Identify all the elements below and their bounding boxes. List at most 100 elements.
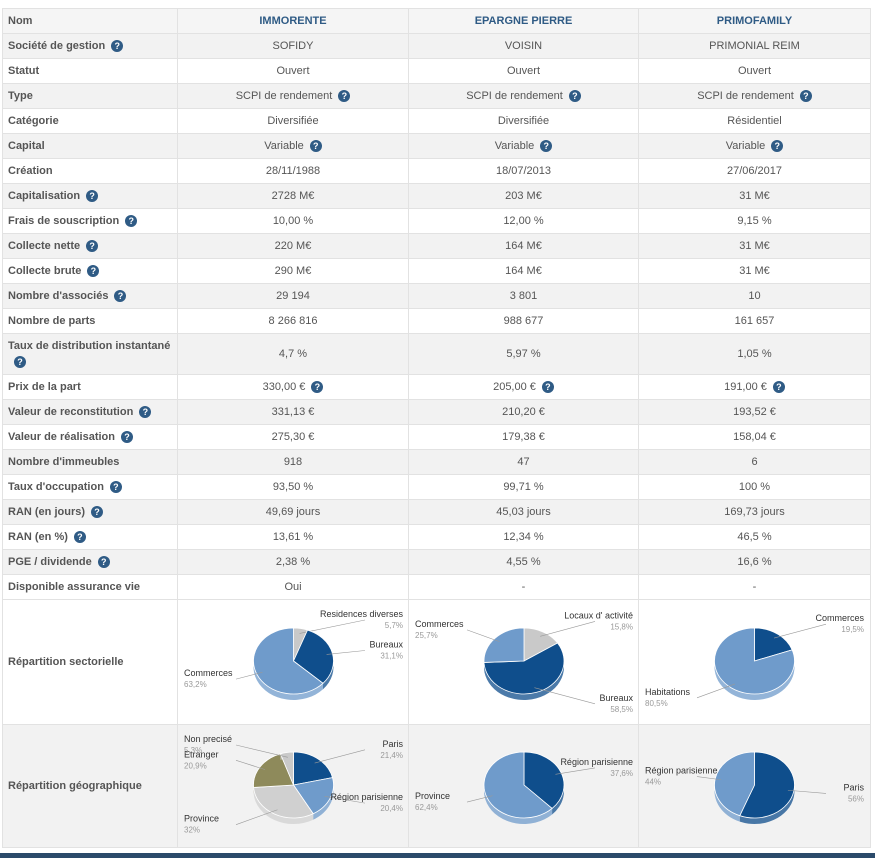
row-value: 275,30 €: [177, 424, 409, 450]
pie-leader-line: [466, 629, 500, 642]
sectorial-pie-cell: Commerces 19,5% Habitations 80,5%: [638, 599, 871, 725]
help-icon[interactable]: ?: [121, 431, 133, 444]
bottom-bar: [0, 853, 875, 858]
row-value: 4,7 %: [177, 333, 409, 375]
help-icon[interactable]: ?: [114, 290, 127, 303]
pie-slice[interactable]: [739, 751, 795, 819]
row-label: Répartition géographique: [2, 724, 178, 848]
pie-slice-label: Commerces: [815, 613, 864, 623]
help-icon[interactable]: ?: [73, 531, 86, 544]
help-icon[interactable]: ?: [309, 140, 322, 153]
pie-slice-value: 21,4%: [380, 751, 403, 760]
pie-slice[interactable]: [293, 751, 333, 786]
pie-slice[interactable]: [483, 627, 525, 663]
pie-slice[interactable]: [754, 627, 793, 662]
pie-slice-value: 15,8%: [610, 622, 633, 631]
table-row: Nombre d'associés? 29 194 3 801 10: [2, 283, 871, 309]
row-label-text: Frais de souscription: [8, 214, 120, 227]
pie-slice[interactable]: [253, 627, 324, 695]
row-label-text: Capital: [8, 140, 45, 152]
help-icon[interactable]: ?: [772, 381, 785, 394]
row-value: 918: [177, 449, 409, 475]
help-icon[interactable]: ?: [338, 90, 351, 103]
row-value: 169,73 jours: [638, 499, 871, 525]
row-value: 2728 M€: [177, 183, 409, 209]
row-value-text: 28/11/1988: [265, 165, 321, 177]
row-label: Taux de distribution instantané?: [2, 333, 178, 375]
pie-slice[interactable]: [292, 777, 334, 815]
pie-slice[interactable]: [293, 629, 334, 684]
help-icon[interactable]: ?: [91, 506, 103, 519]
pie-slice[interactable]: [483, 751, 553, 819]
help-icon[interactable]: ?: [541, 381, 554, 394]
pie-slice[interactable]: [279, 751, 294, 786]
help-icon[interactable]: ?: [97, 556, 110, 569]
pie-slice-value: 44%: [645, 778, 661, 787]
help-icon[interactable]: ?: [540, 140, 553, 153]
help-icon[interactable]: ?: [87, 265, 100, 278]
header-col-epargne-pierre[interactable]: EPARGNE PIERRE: [408, 8, 639, 34]
help-icon[interactable]: ?: [86, 240, 99, 253]
row-value: 12,00 %: [408, 208, 639, 234]
pie-slice-label: Paris: [843, 782, 864, 792]
row-value: Ouvert: [638, 58, 871, 84]
help-icon[interactable]: ?: [111, 40, 124, 53]
row-label: Nombre de parts: [2, 308, 178, 334]
sectorial-pie-chart: Residences diverses 5,7% Bureaux 31,1% Comme…: [184, 609, 403, 700]
pie-slice[interactable]: [253, 753, 295, 788]
table-row: Prix de la part 330,00 €? 205,00 €? 191,00 …: [2, 374, 871, 400]
pie-slice[interactable]: [253, 784, 314, 819]
row-value-text: 158,04 €: [733, 431, 776, 443]
row-value-text: 45,03 jours: [496, 506, 551, 518]
pie-slice-value: 31,1%: [380, 651, 403, 660]
pie-leader-line: [235, 672, 263, 680]
pie-slice-label: Etranger: [184, 749, 219, 759]
row-value-text: 2,38 %: [275, 556, 311, 568]
table-row: Collecte brute? 290 M€ 164 M€ 31 M€: [2, 258, 871, 284]
row-value-text: SCPI de rendement: [235, 89, 333, 102]
help-icon[interactable]: ?: [125, 215, 138, 228]
pie-slice[interactable]: [483, 642, 565, 695]
pie-slice-value: 20,4%: [380, 804, 403, 813]
table-row: Catégorie Diversifiée Diversifiée Résidenti…: [2, 108, 871, 134]
help-icon[interactable]: ?: [139, 406, 152, 419]
table-row: Statut Ouvert Ouvert Ouvert: [2, 58, 871, 84]
row-value: Variable?: [177, 133, 409, 159]
row-value: 5,97 %: [408, 333, 639, 375]
row-label: Catégorie: [2, 108, 178, 134]
row-value-text: 12,00 %: [503, 215, 544, 227]
pie-slice[interactable]: [714, 627, 795, 695]
header-col-immorente[interactable]: IMMORENTE: [177, 8, 409, 34]
row-value-text: 164 M€: [505, 265, 542, 277]
row-value-text: 49,69 jours: [265, 506, 321, 518]
row-value-text: 169,73 jours: [724, 506, 785, 518]
row-value: 164 M€: [408, 258, 639, 284]
row-label: PGE / dividende?: [2, 549, 178, 575]
row-value-text: 99,71 %: [503, 481, 544, 493]
row-label-text: Collecte nette: [8, 239, 81, 252]
row-label: Nombre d'immeubles: [2, 449, 178, 475]
row-value-text: 6: [751, 456, 758, 468]
help-icon[interactable]: ?: [799, 90, 812, 103]
table-row: Collecte nette? 220 M€ 164 M€ 31 M€: [2, 233, 871, 259]
pie-slice-value: 58,5%: [610, 705, 633, 714]
pie-slice-label: Bureaux: [599, 693, 633, 703]
help-icon[interactable]: ?: [14, 356, 26, 369]
pie-slice-value: 25,7%: [415, 631, 438, 640]
pie-slice-label: Bureaux: [369, 639, 403, 649]
row-value-text: 193,52 €: [733, 406, 776, 418]
row-value-text: 290 M€: [274, 265, 312, 277]
header-col-primofamily[interactable]: PRIMOFAMILY: [638, 8, 871, 34]
pie-slice[interactable]: [523, 751, 565, 809]
table-row: Nombre d'immeubles 918 47 6: [2, 449, 871, 475]
help-icon[interactable]: ?: [311, 381, 324, 394]
help-icon[interactable]: ?: [86, 190, 99, 203]
row-value-text: Variable: [264, 139, 304, 152]
table-row: Capitalisation? 2728 M€ 203 M€ 31 M€: [2, 183, 871, 209]
help-icon[interactable]: ?: [568, 90, 581, 103]
help-icon[interactable]: ?: [109, 481, 122, 494]
help-icon[interactable]: ?: [771, 140, 784, 153]
row-value: 203 M€: [408, 183, 639, 209]
pie-slice-label: Habitations: [645, 687, 691, 697]
row-value-text: 3 801: [509, 290, 538, 302]
